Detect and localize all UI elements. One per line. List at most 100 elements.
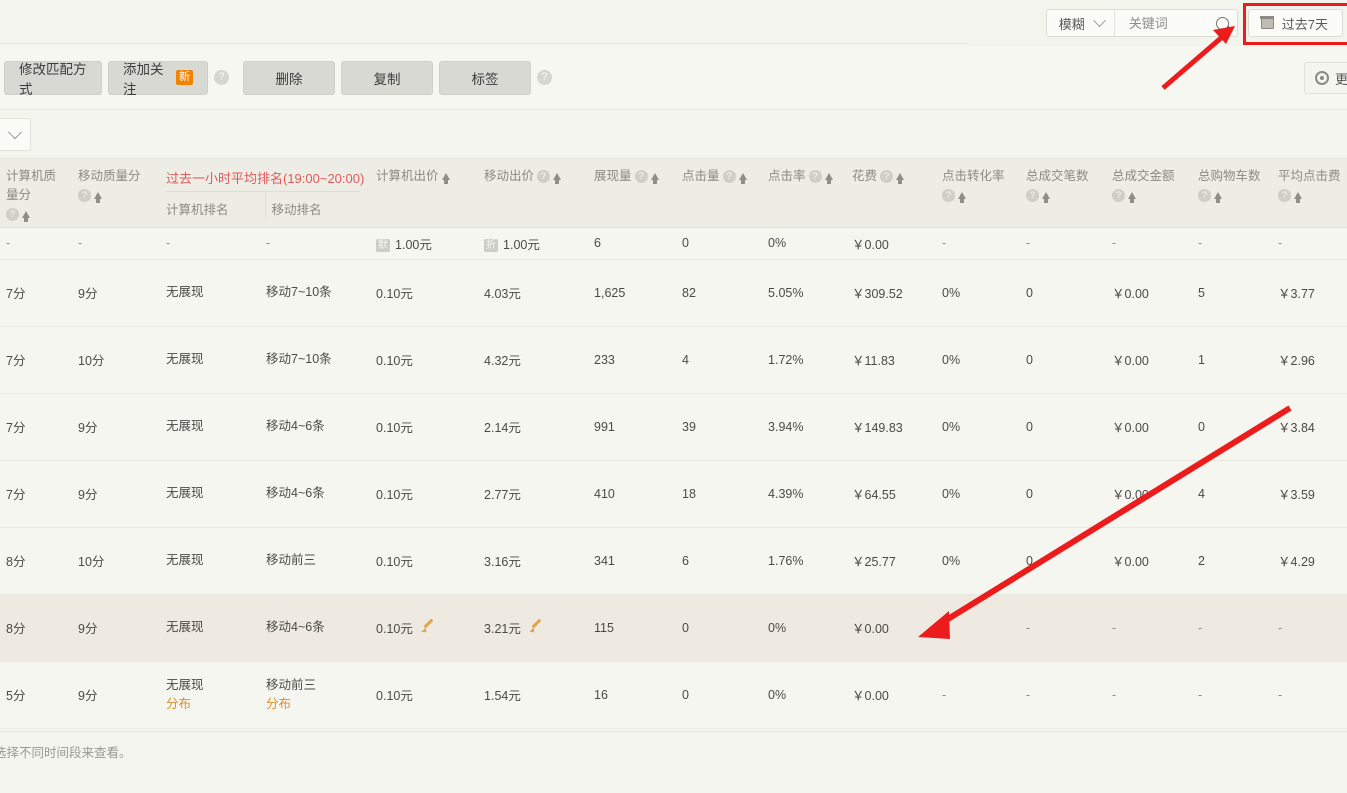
help-icon[interactable]: ? [880,169,894,183]
help-icon[interactable]: ? [1278,188,1292,202]
sort-arrow-icon[interactable] [1214,191,1223,203]
col-mobile-bid[interactable]: 移动出价 ? [478,159,589,228]
delete-button[interactable]: 删除 [243,60,335,95]
table-row[interactable]: 8分 10分 无展现 移动前三 0.10元 3.16元 341 6 1.76% ￥25.77 0% 0… [0,527,1347,595]
cell-impressions: 16 [588,661,677,729]
pc-bid-wrap: 0.10元 [376,350,472,369]
sort-arrow-icon[interactable] [22,210,30,222]
table-row[interactable]: 7分 9分 无展现 移动4~6条 0.10元 2.14元 991 39 3.94% ￥149.83… [0,393,1347,461]
table-row[interactable]: 7分 9分 无展现 移动4~6条 0.10元 2.77元 410 18 4.39% ￥64.55 0… [0,460,1347,528]
gear-icon [1314,71,1329,85]
cell-total-cart: 1 [1192,326,1273,394]
rank-mobile-distribution-link[interactable]: 分布 [266,697,292,711]
sort-arrow-icon[interactable] [553,172,562,184]
search-input[interactable] [1126,14,1213,32]
pc-bid-wrap: 0.10元 [376,618,472,637]
collapse-toggle-button[interactable] [0,118,31,151]
cell-avg-click-cost: ￥3.77 [1272,259,1347,327]
table-row[interactable]: - - - - 默 1.00元折 1.00元 6 0 0% ￥0.00- - - - - [0,227,1347,260]
col-mobile-quality[interactable]: 移动质量分 ? [72,159,160,228]
edit-pencil-icon[interactable] [422,621,435,634]
sort-arrow-icon[interactable] [896,172,905,184]
cell-rank-mobile: 移动前三 分布 [260,661,371,729]
cell-mobile-bid: 2.14元 [478,393,589,461]
rank-mobile-wrap: 移动7~10条 [266,350,364,368]
cell-clicks: 4 [676,326,763,394]
col-cost[interactable]: 花费 ? [846,159,937,228]
table-row[interactable]: 7分 10分 无展现 移动7~10条 0.10元 4.32元 233 4 1.72% ￥11.83… [0,326,1347,394]
table-row[interactable]: 5分 9分 无展现 分布 移动前三 分布 0.10元 1.54元 16 0 0% ￥0.00- - - - - [0,661,1347,729]
help-icon[interactable]: ? [78,188,91,202]
cell-mobile-quality: 9分 [72,259,160,327]
sort-arrow-icon[interactable] [1294,191,1303,203]
search-icon[interactable] [1215,16,1229,30]
cell-ctr: 0% [762,661,847,729]
col-mobile-bid-label: 移动出价 [484,169,535,183]
sort-arrow-icon[interactable] [1042,191,1051,203]
cell-rank-mobile: - [260,227,371,260]
tag-button[interactable]: 标签 [439,60,531,95]
keyword-table-container[interactable]: 计算机质量分 ? 移动质量分 ? 过去一小时平均排名(19:00~ [0,159,1347,739]
help-icon-tag[interactable]: ? [537,70,552,85]
col-total-amount-label: 总成交金额 [1112,169,1175,183]
add-watch-button[interactable]: 添加关注 新 [108,60,208,97]
cell-pc-bid: 0.10元 [370,527,479,595]
help-icon[interactable]: ? [537,169,551,183]
help-icon[interactable]: ? [808,169,822,183]
col-impressions[interactable]: 展现量 ? [588,159,677,228]
add-watch-label: 添加关注 [123,61,164,97]
sort-arrow-icon[interactable] [824,172,833,184]
col-ctr[interactable]: 点击率 ? [762,159,847,228]
sort-arrow-icon[interactable] [738,172,747,184]
sort-arrow-icon[interactable] [441,172,450,184]
impressions-value: 410 [594,486,615,501]
cell-cost: ￥309.52 [846,259,937,327]
help-icon[interactable]: ? [942,188,956,202]
clicks-value: 82 [682,285,696,300]
help-icon[interactable]: ? [722,169,736,183]
rank-mobile-value: 移动4~6条 [266,486,325,501]
help-icon[interactable]: ? [1112,188,1126,202]
help-icon-watch[interactable]: ? [214,70,229,85]
keyword-search-field[interactable] [1115,10,1237,36]
col-click-conv-rate[interactable]: 点击转化率 ? [936,159,1021,228]
date-range-selector[interactable]: 过去7天 [1242,3,1347,45]
col-total-orders[interactable]: 总成交笔数 ? [1020,159,1107,228]
help-icon[interactable]: ? [1198,188,1212,202]
copy-button[interactable]: 复制 [341,60,433,95]
help-icon[interactable]: ? [1026,188,1040,202]
sort-arrow-icon[interactable] [1128,191,1137,203]
col-rank-pc[interactable]: 计算机排名 [166,203,229,217]
rank-mobile-value: 移动前三 [266,677,317,692]
sort-arrow-icon[interactable] [958,191,967,203]
cell-total-amount: ￥0.00 [1106,259,1193,327]
table-row[interactable]: 8分 9分 无展现 移动4~6条 0.10元 3.21元 115 0 0% ￥0.00 - - - - - [0,594,1347,662]
col-total-amount[interactable]: 总成交金额 ? [1106,159,1193,228]
col-rank-mobile[interactable]: 移动排名 [264,192,371,218]
avg-click-cost-value: - [1278,620,1283,635]
col-avg-click-cost[interactable]: 平均点击费 ? [1272,159,1347,228]
match-type-select[interactable]: 模糊 [1047,10,1115,36]
mobile-bid-value: 1.54元 [484,689,521,703]
cost-value: ￥0.00 [852,237,889,252]
new-badge: 新 [176,70,193,85]
column-settings-button[interactable]: 更 [1303,62,1347,94]
help-icon[interactable]: ? [634,169,648,183]
col-pc-quality[interactable]: 计算机质量分 ? [0,159,72,228]
help-icon[interactable]: ? [6,207,19,221]
sort-arrow-icon[interactable] [94,191,102,203]
cell-click-conv-rate: - [936,227,1021,260]
col-total-cart[interactable]: 总购物车数 ? [1192,159,1273,228]
col-clicks[interactable]: 点击量 ? [676,159,763,228]
search-group: 模糊 [1045,9,1238,37]
total-amount-value: - [1112,687,1117,702]
col-pc-bid[interactable]: 计算机出价 [370,159,479,228]
modify-match-type-button[interactable]: 修改匹配方式 [4,60,102,97]
edit-pencil-icon[interactable] [530,621,543,634]
rank-pc-distribution-link[interactable]: 分布 [166,697,192,711]
table-row[interactable]: 7分 9分 无展现 移动7~10条 0.10元 4.03元 1,625 82 5.05% ￥309… [0,259,1347,327]
sort-arrow-icon[interactable] [650,172,659,184]
rank-mobile-value: 移动4~6条 [266,419,325,434]
mobile-bid-badge: 折 [484,238,499,252]
cell-total-amount: ￥0.00 [1106,527,1193,595]
